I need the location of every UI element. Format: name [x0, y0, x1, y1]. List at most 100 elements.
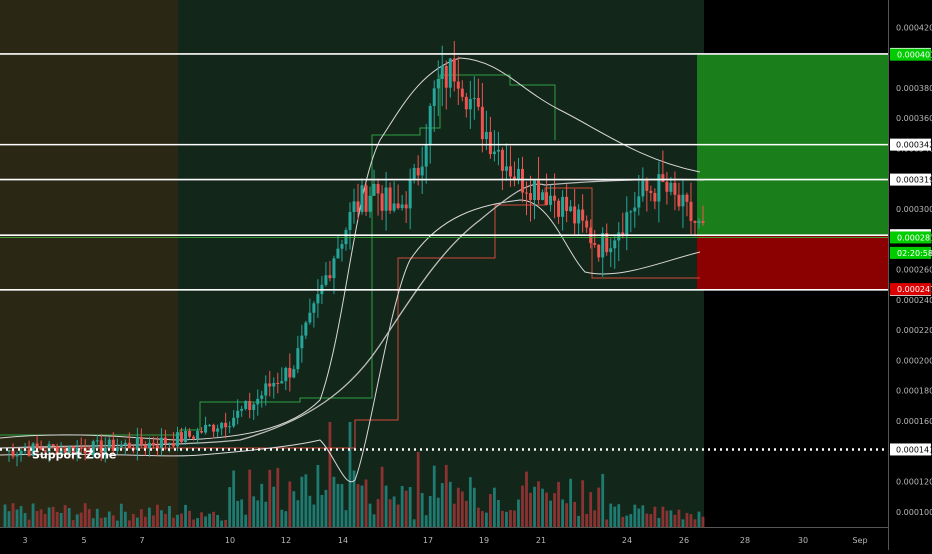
price-axis-bg — [888, 0, 932, 550]
x-tick-label: 10 — [225, 536, 235, 545]
candle-body — [524, 192, 528, 194]
candle-body — [192, 436, 196, 439]
volume-bar — [172, 517, 175, 527]
candle-body — [200, 431, 204, 433]
candle-body — [472, 98, 476, 100]
candle-body — [500, 149, 504, 171]
candle-body — [304, 322, 308, 336]
volume-bar — [396, 504, 400, 527]
candle-body — [260, 395, 264, 399]
volume-bar — [637, 508, 641, 527]
candle-body — [308, 312, 312, 323]
volume-bar — [168, 506, 171, 527]
x-tick-label: 3 — [22, 536, 27, 545]
x-tick-label: 24 — [622, 536, 632, 545]
candle-body — [545, 192, 549, 205]
volume-bar — [689, 514, 693, 527]
volume-bar — [633, 504, 637, 527]
volume-bar — [589, 492, 593, 527]
volume-bar — [312, 504, 316, 527]
volume-bar — [384, 485, 388, 527]
volume-bar — [316, 464, 320, 527]
candle-body — [432, 88, 436, 106]
candle-body — [95, 440, 99, 442]
candle-body — [460, 88, 464, 97]
volume-bar — [521, 485, 524, 527]
volume-bar — [436, 497, 440, 527]
volume-bar — [15, 509, 19, 527]
volume-bar — [47, 507, 51, 527]
volume-bar — [144, 516, 147, 527]
volume-bar — [208, 513, 211, 527]
x-tick-label: 30 — [798, 536, 808, 545]
volume-bar — [224, 519, 228, 527]
volume-bar — [525, 471, 528, 527]
volume-bar — [35, 511, 39, 527]
volume-bar — [440, 483, 444, 527]
candle-body — [392, 203, 396, 211]
volume-bar — [91, 518, 95, 527]
volume-bar — [484, 512, 488, 527]
candle-body — [428, 105, 432, 145]
volume-bar — [372, 514, 376, 527]
volume-bar — [39, 509, 43, 527]
price-tag — [890, 283, 931, 296]
candle-body — [621, 232, 625, 236]
candle-body — [541, 192, 545, 200]
candle-body — [188, 430, 192, 437]
volume-bar — [501, 510, 504, 527]
candle-body — [653, 192, 657, 202]
candle-body — [135, 437, 139, 450]
volume-bar — [288, 481, 292, 527]
candle-body — [272, 382, 276, 387]
candle-body — [284, 367, 288, 382]
candle-body — [59, 448, 63, 456]
volume-bar — [697, 511, 701, 527]
candle-body — [364, 185, 368, 212]
x-tick-label: 21 — [536, 536, 546, 545]
level-price-tag — [890, 173, 931, 186]
volume-bar — [476, 507, 480, 527]
volume-bar — [75, 514, 79, 527]
candle-body — [685, 194, 689, 202]
volume-bar — [87, 509, 91, 527]
level-price-label: 0.0001412 — [896, 445, 932, 454]
candle-body — [67, 446, 71, 453]
candle-body — [35, 443, 39, 448]
candle-body — [368, 195, 372, 212]
volume-bar — [400, 485, 404, 527]
volume-bar — [364, 479, 368, 527]
candle-body — [468, 98, 472, 110]
candle-body — [360, 185, 364, 213]
volume-bar — [244, 514, 248, 527]
volume-bar — [192, 519, 195, 527]
candle-body — [637, 196, 641, 208]
level-price-label: 0.0003425 — [896, 141, 932, 150]
volume-bar — [19, 506, 23, 527]
candle-body — [180, 432, 184, 443]
candle-body — [533, 180, 537, 200]
volume-bar — [131, 513, 135, 527]
candle-body — [444, 65, 448, 88]
volume-bar — [545, 492, 548, 527]
x-tick-label: Sep — [852, 536, 867, 545]
candle-body — [697, 221, 701, 223]
volume-bar — [180, 513, 183, 527]
volume-bar — [456, 487, 460, 527]
candle-body — [408, 178, 412, 209]
volume-bar — [480, 511, 484, 527]
volume-bar — [280, 509, 284, 527]
candle-body — [677, 194, 681, 207]
volume-bar — [252, 496, 256, 527]
volume-bar — [83, 503, 87, 527]
volume-bar — [569, 478, 573, 527]
candle-body — [512, 176, 516, 181]
price-tag — [890, 231, 931, 244]
volume-bar — [517, 499, 520, 527]
